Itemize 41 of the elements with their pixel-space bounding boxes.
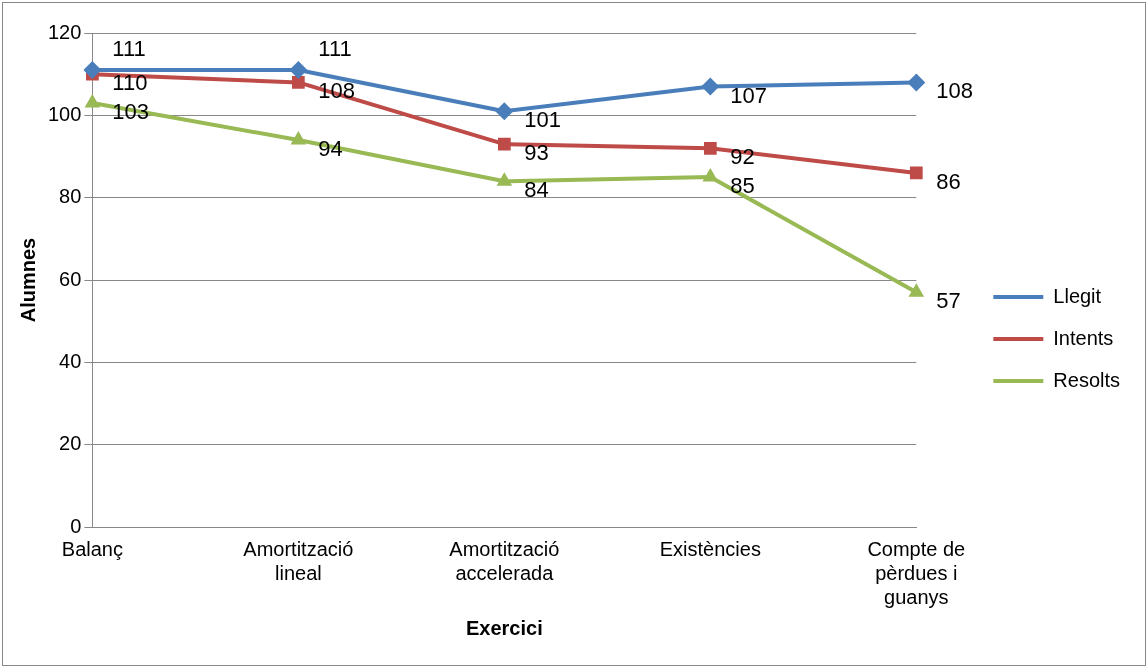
y-tick-label: 40 bbox=[59, 349, 82, 372]
data-label: 84 bbox=[524, 177, 549, 203]
legend-label: Llegit bbox=[1053, 284, 1102, 307]
x-tick-label: Amortització accelerada bbox=[449, 537, 560, 584]
data-label: 107 bbox=[730, 82, 768, 108]
y-axis-title: Alumnes bbox=[16, 237, 39, 323]
point bbox=[909, 166, 923, 180]
data-label: 111 bbox=[112, 36, 146, 62]
point bbox=[703, 141, 717, 155]
x-tick-label: Existències bbox=[659, 537, 761, 560]
y-tick-label: 80 bbox=[59, 185, 82, 208]
point bbox=[291, 76, 305, 89]
point bbox=[83, 61, 102, 80]
data-label: 86 bbox=[936, 169, 961, 195]
point bbox=[907, 73, 926, 92]
y-tick-label: 120 bbox=[47, 20, 82, 43]
data-label: 101 bbox=[524, 107, 562, 133]
point bbox=[290, 131, 307, 145]
point bbox=[496, 172, 513, 186]
legend-label: Intents bbox=[1053, 326, 1114, 349]
y-tick-label: 20 bbox=[59, 432, 82, 455]
y-tick-label: 60 bbox=[59, 267, 82, 290]
x-tick-label: Compte de pèrdues i guanys bbox=[867, 537, 966, 608]
point bbox=[702, 168, 719, 182]
point bbox=[495, 102, 514, 121]
point bbox=[497, 137, 511, 151]
x-axis-title: Exercici bbox=[465, 616, 543, 639]
data-label: 57 bbox=[936, 288, 961, 314]
y-tick-label: 100 bbox=[47, 102, 82, 125]
y-tick-label: 0 bbox=[70, 514, 82, 537]
point bbox=[289, 61, 308, 80]
legend-label: Resolts bbox=[1053, 368, 1121, 391]
point bbox=[908, 283, 925, 297]
data-label: 93 bbox=[524, 140, 549, 166]
data-label: 111 bbox=[318, 36, 352, 62]
data-label: 108 bbox=[936, 78, 974, 104]
x-tick-label: Balanç bbox=[61, 537, 123, 560]
x-tick-label: Amortització lineal bbox=[243, 537, 354, 584]
data-label: 110 bbox=[112, 70, 148, 96]
point bbox=[701, 77, 720, 96]
data-label: 85 bbox=[730, 173, 755, 199]
